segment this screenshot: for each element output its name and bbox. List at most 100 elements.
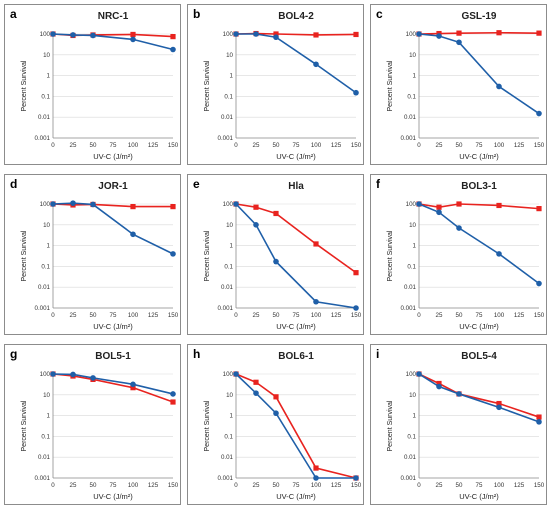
x-tick-label: 125 — [148, 482, 159, 489]
x-axis-title: UV-C (J/m²) — [459, 152, 499, 161]
y-axis-title: Percent Survival — [204, 400, 211, 451]
y-tick-label: 0.001 — [401, 305, 417, 312]
y-tick-label: 100 — [40, 31, 51, 38]
x-tick-label: 150 — [351, 142, 362, 149]
y-axis-title: Percent Survival — [387, 230, 394, 281]
y-tick-label: 0.001 — [401, 475, 417, 482]
y-tick-label: 100 — [223, 371, 234, 378]
y-tick-label: 1 — [47, 73, 51, 80]
y-tick-label: 0.1 — [224, 93, 233, 100]
data-point-blue — [170, 46, 176, 53]
x-tick-label: 75 — [293, 142, 300, 149]
y-tick-label: 10 — [43, 52, 50, 59]
chart-title: BOL3-1 — [461, 181, 497, 192]
panel-letter: a — [10, 7, 17, 21]
y-tick-label: 0.1 — [41, 433, 50, 440]
x-tick-label: 50 — [273, 312, 280, 319]
data-point-blue — [50, 31, 56, 37]
data-point-red — [313, 241, 319, 247]
y-tick-label: 10 — [43, 392, 50, 399]
data-point-blue — [496, 404, 502, 411]
y-tick-label: 1 — [413, 243, 417, 250]
x-axis-title: UV-C (J/m²) — [459, 322, 499, 331]
x-tick-label: 25 — [70, 142, 77, 149]
y-tick-label: 100 — [40, 371, 51, 378]
data-point-blue — [273, 410, 279, 417]
x-axis-title: UV-C (J/m²) — [93, 152, 133, 161]
panel-frame — [187, 4, 364, 165]
y-axis-title: Percent Survival — [387, 60, 394, 111]
x-tick-label: 100 — [494, 312, 505, 319]
x-tick-label: 150 — [534, 142, 545, 149]
x-tick-label: 0 — [51, 482, 55, 489]
y-tick-label: 10 — [226, 222, 233, 229]
data-point-red — [536, 206, 542, 212]
y-tick-label: 0.001 — [35, 475, 51, 482]
x-tick-label: 125 — [514, 482, 525, 489]
x-tick-label: 0 — [234, 482, 238, 489]
x-tick-label: 25 — [436, 312, 443, 319]
x-tick-label: 50 — [90, 142, 97, 149]
x-tick-label: 25 — [70, 312, 77, 319]
data-point-blue — [436, 383, 442, 390]
chart-title: BOL4-2 — [278, 11, 314, 22]
x-tick-label: 75 — [476, 142, 483, 149]
y-tick-label: 10 — [409, 222, 416, 229]
x-tick-label: 50 — [456, 312, 463, 319]
x-axis-title: UV-C (J/m²) — [93, 492, 133, 501]
data-point-red — [170, 203, 176, 210]
data-point-blue — [313, 475, 319, 481]
data-point-blue — [273, 258, 279, 265]
y-tick-label: 0.01 — [404, 284, 417, 291]
data-point-blue — [456, 391, 462, 397]
x-axis-title: UV-C (J/m²) — [459, 492, 499, 501]
panel-frame — [187, 174, 364, 335]
x-tick-label: 125 — [514, 142, 525, 149]
x-axis-title: UV-C (J/m²) — [276, 322, 316, 331]
y-tick-label: 0.1 — [41, 93, 50, 100]
data-point-blue — [90, 32, 96, 39]
y-tick-label: 0.1 — [224, 433, 233, 440]
data-point-red — [130, 203, 136, 210]
data-point-red — [273, 394, 279, 400]
y-tick-label: 0.01 — [404, 114, 417, 121]
y-tick-label: 10 — [226, 392, 233, 399]
y-tick-label: 1 — [230, 243, 234, 250]
data-point-red — [170, 33, 176, 40]
data-point-blue — [416, 31, 422, 37]
y-tick-label: 1 — [230, 413, 234, 420]
y-tick-label: 0.001 — [35, 305, 51, 312]
x-tick-label: 150 — [168, 482, 179, 489]
data-point-blue — [496, 251, 502, 257]
x-tick-label: 50 — [273, 482, 280, 489]
x-axis-title: UV-C (J/m²) — [93, 322, 133, 331]
y-tick-label: 0.001 — [218, 135, 234, 142]
x-tick-label: 75 — [110, 312, 117, 319]
data-point-blue — [70, 200, 76, 206]
data-point-blue — [130, 381, 136, 388]
data-point-blue — [50, 201, 56, 207]
x-tick-label: 125 — [148, 142, 159, 149]
data-point-blue — [253, 390, 259, 396]
data-point-red — [536, 30, 542, 36]
x-tick-label: 25 — [253, 312, 260, 319]
y-axis-title: Percent Survival — [387, 400, 394, 451]
x-tick-label: 75 — [110, 142, 117, 149]
y-tick-label: 10 — [409, 52, 416, 59]
chart-title: Hla — [288, 181, 304, 192]
panel-frame — [370, 174, 547, 335]
y-tick-label: 0.001 — [218, 305, 234, 312]
x-tick-label: 75 — [293, 482, 300, 489]
data-point-blue — [536, 419, 542, 425]
x-tick-label: 25 — [253, 482, 260, 489]
data-point-blue — [353, 305, 359, 311]
panel-letter: d — [10, 177, 17, 191]
x-tick-label: 125 — [331, 482, 342, 489]
x-tick-label: 0 — [417, 312, 421, 319]
x-tick-label: 125 — [514, 312, 525, 319]
data-point-blue — [70, 32, 76, 38]
chart-title: BOL6-1 — [278, 351, 314, 362]
